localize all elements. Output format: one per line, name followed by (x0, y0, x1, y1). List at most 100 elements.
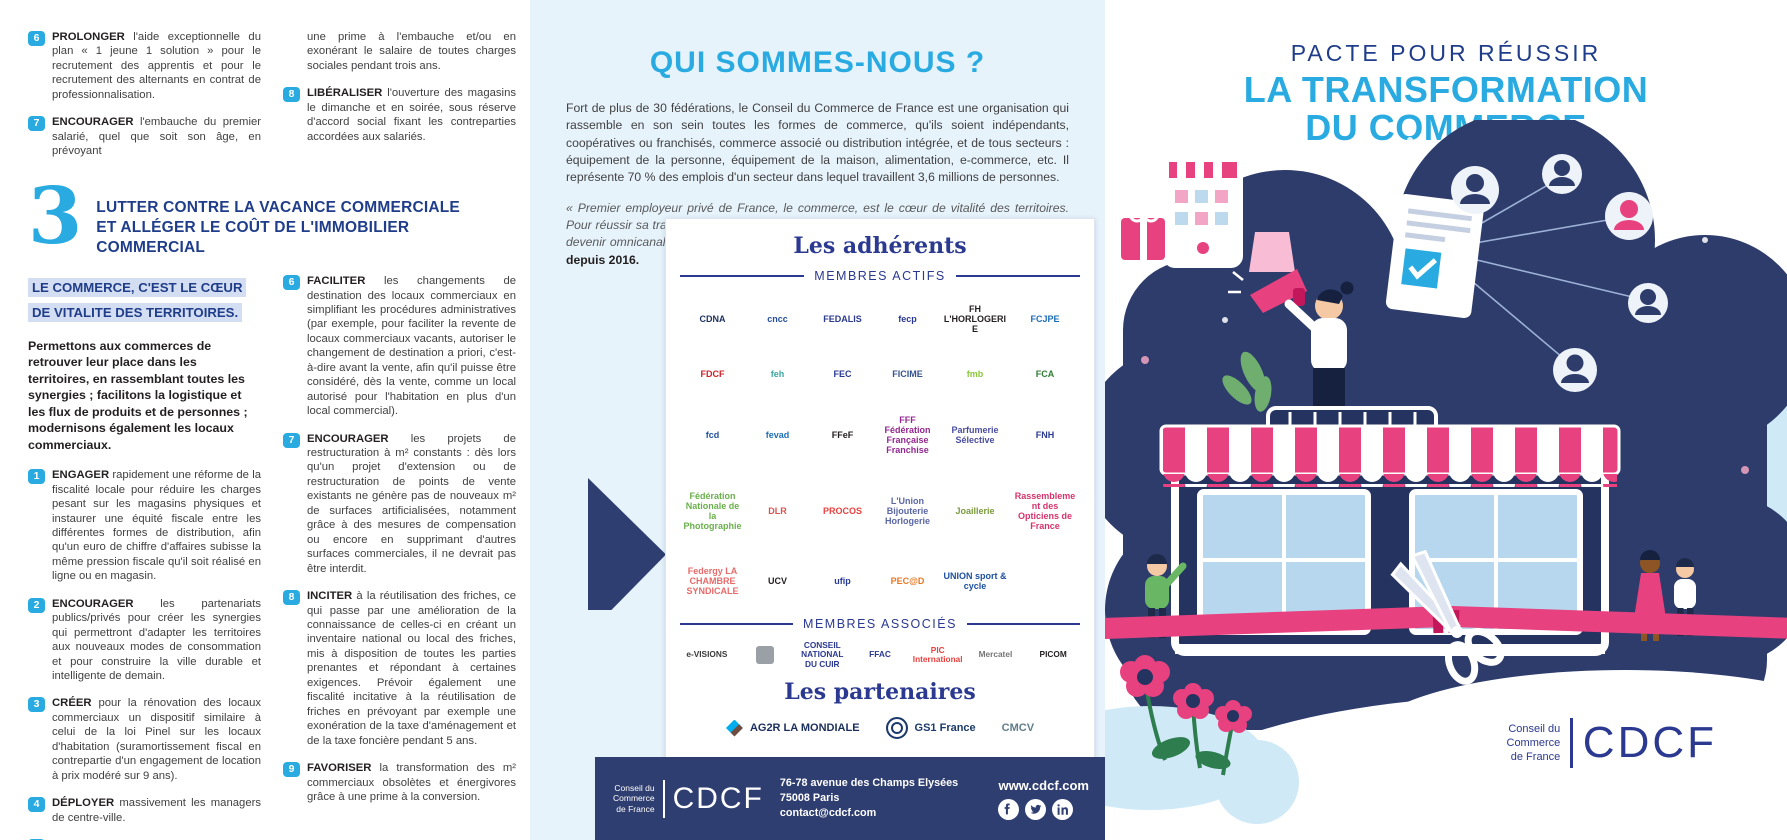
partners-row: AG2R LA MONDIALE GS1 France CMCV (680, 711, 1080, 749)
navy-wedge-decoration (588, 478, 666, 610)
point-text: CRÉER pour la rénovation des locaux comm… (52, 697, 261, 782)
action-point: 7 ENCOURAGER les projets de restructurati… (283, 432, 516, 577)
member-logo: DLR (768, 505, 787, 516)
member-logo: PEC@D (890, 576, 925, 587)
action-point: 3 CRÉER pour la rénovation des locaux com… (28, 696, 261, 783)
megaphone-icon (1228, 269, 1307, 313)
point-number-badge: 9 (283, 762, 300, 778)
right-panel: PACTE POUR RÉUSSIR LA TRANSFORMATION DU … (1105, 0, 1787, 840)
point-number-badge: 2 (28, 597, 45, 613)
point-number-badge: 8 (283, 590, 300, 606)
who-are-we-title: QUI SOMMES-NOUS ? (649, 46, 986, 79)
about-paragraph: Fort de plus de 30 fédérations, le Conse… (566, 101, 1069, 185)
partner-logo: AG2R LA MONDIALE (725, 719, 860, 737)
point-number-badge: 1 (28, 469, 45, 485)
member-logo: Parfumerie Sélective (951, 424, 999, 445)
facebook-icon[interactable] (998, 798, 1020, 820)
announcer-woman (1284, 281, 1354, 412)
action-point: 6 PROLONGER l'aide exceptionnelle du plan… (28, 30, 261, 102)
partner-logo: CMCV (1001, 722, 1035, 734)
point-text: DÉPLOYER massivement les managers de cen… (52, 797, 262, 824)
top-points-columns: 6 PROLONGER l'aide exceptionnelle du plan… (28, 30, 516, 172)
point-number-badge: 6 (28, 31, 45, 46)
member-logo: Rassemblement des Opticiens de France (1014, 490, 1076, 531)
members-card: Les adhérents MEMBRES ACTIFS CDNA cncc FED… (665, 218, 1095, 758)
shopping-bag-icon (1249, 221, 1295, 272)
logo-divider-bar (662, 779, 665, 818)
member-logo: FFF Fédération Française Franchise (884, 414, 931, 456)
action-point: 9 FAVORISER la transformation des m² comm… (283, 761, 516, 804)
member-logo: FICIME (892, 369, 923, 380)
member-logo: FNH (1035, 429, 1055, 440)
middle-panel: QUI SOMMES-NOUS ? Fort de plus de 30 féd… (530, 0, 1105, 840)
member-logo: FCJPE (1030, 313, 1060, 324)
member-logo: FFAC (869, 649, 891, 660)
point-number-badge: 7 (28, 116, 45, 132)
section-number: 3 (28, 170, 83, 262)
contact-footer: Conseil du Commerce de France CDCF 76-78 a… (595, 757, 1105, 840)
member-logo: ufip (834, 576, 851, 587)
scissors-icon (1390, 549, 1505, 685)
member-logo: FCA (1035, 369, 1055, 380)
member-logo: Joaillerie (955, 505, 995, 516)
section-3-heading: 3 LUTTER CONTRE LA VACANCE COMMERCIALE E… (28, 170, 516, 262)
point-text: ENCOURAGER les projets de restructuratio… (307, 432, 516, 575)
twitter-icon[interactable] (1025, 798, 1047, 820)
point-number-badge: 7 (283, 432, 300, 448)
active-members-grid: CDNA cncc FEDALIS fecp FH L'HORLOGERIE FCJPE F… (680, 287, 1080, 613)
member-logo: Federgy LA CHAMBRE SYNDICALE (686, 566, 739, 597)
cover-title-line1: PACTE POUR RÉUSSIR (1290, 40, 1602, 66)
member-logo: cncc (767, 313, 788, 324)
member-logo: PIC International (912, 644, 963, 665)
member-logo: fcd (705, 429, 720, 440)
action-point: 4 DÉPLOYER massivement les managers de ce… (28, 796, 261, 825)
members-title: Les adhérents (793, 233, 967, 259)
member-logo (755, 646, 774, 665)
org-name: Conseil du Commerce de France (613, 782, 655, 814)
member-logo: Mercatel (978, 649, 1013, 660)
point-number-badge: 8 (283, 87, 300, 103)
member-logo: FEDALIS (823, 313, 862, 324)
action-point: 8 LIBÉRALISER l'ouverture des magasins le… (283, 86, 516, 144)
member-logo: FDCF (700, 369, 725, 380)
action-point: 8 INCITER à la réutilisation des friches,… (283, 589, 516, 748)
linkedin-icon[interactable] (1052, 798, 1074, 820)
member-logo: fmb (966, 369, 984, 380)
member-logo: fevad (765, 429, 790, 440)
member-logo: FH L'HORLOGERIE (943, 303, 1007, 334)
cdcf-wordmark: CDCF (672, 781, 764, 815)
social-icons (998, 798, 1089, 820)
logo-divider-bar (1570, 718, 1573, 768)
member-logo: FFeF (831, 429, 854, 440)
member-logo: PROCOS (822, 505, 862, 516)
partner-logo: GS1 France (885, 717, 976, 739)
highlight-lead: LE COMMERCE, C'EST LE CŒUR DE VITALITE D… (28, 276, 261, 326)
member-logo: fecp (898, 313, 917, 324)
confetti (1141, 137, 1749, 474)
plant-leaves (1222, 351, 1272, 412)
cdcf-logo-footer: Conseil du Commerce de France CDCF (613, 779, 764, 818)
website-link[interactable]: www.cdcf.com (998, 777, 1089, 793)
cdcf-wordmark: CDCF (1582, 718, 1717, 767)
member-logo: e-VISIONS (686, 649, 728, 660)
left-panel: 6 PROLONGER l'aide exceptionnelle du plan… (0, 0, 530, 840)
section-title: LUTTER CONTRE LA VACANCE COMMERCIALE ET … (96, 198, 460, 256)
associate-members-grid: e-VISIONS CONSEIL NATIONAL DU CUIR FFAC PIC… (680, 635, 1080, 675)
member-logo: Fédération Nationale de la Photographie (683, 490, 742, 531)
action-point: 1 ENGAGER rapidement une réforme de la fi… (28, 468, 261, 584)
point-text: ENGAGER rapidement une réforme de la fis… (52, 469, 261, 583)
partners-title: Les partenaires (784, 679, 976, 705)
flowers (1120, 655, 1252, 776)
org-name: Conseil du Commerce de France (1506, 722, 1561, 764)
member-logo: UNION sport & cycle (943, 571, 1007, 592)
point-text: PROLONGER l'aide exceptionnelle du plan … (52, 31, 261, 101)
active-members-divider: MEMBRES ACTIFS (680, 269, 1080, 283)
member-logo: feh (770, 369, 785, 380)
member-logo: CDNA (699, 313, 726, 324)
user-avatar-icons (1451, 154, 1668, 392)
intro-paragraph: Permettons aux commerces de retrouver le… (28, 338, 248, 452)
mobile-shop-icon (1163, 148, 1243, 268)
member-logo: UCV (767, 576, 787, 587)
cdcf-logo-cover: Conseil du Commerce de France CDCF (1507, 718, 1718, 768)
